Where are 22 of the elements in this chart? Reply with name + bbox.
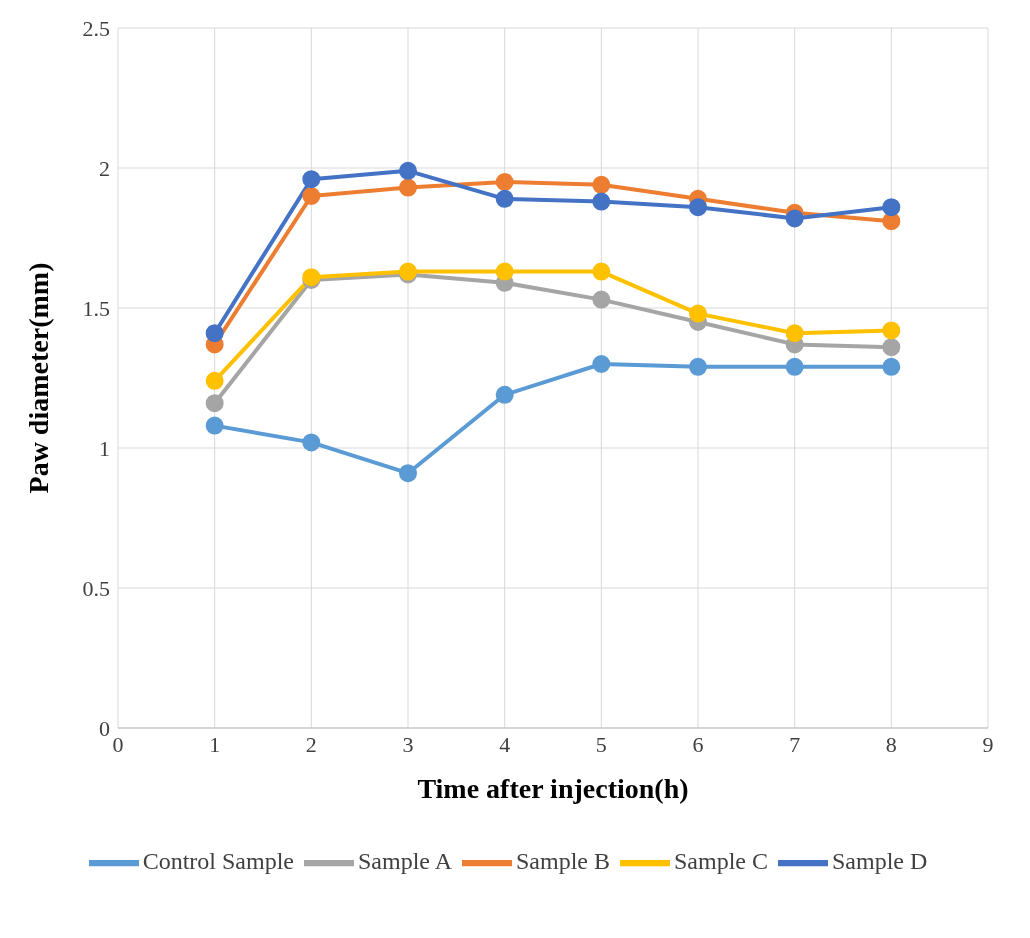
y-tick-label: 2.5 bbox=[82, 15, 110, 41]
x-tick-label: 4 bbox=[499, 731, 511, 757]
x-tick-label: 1 bbox=[209, 731, 221, 757]
x-axis-title: Time after injection(h) bbox=[417, 773, 689, 804]
y-tick-label: 0.5 bbox=[82, 575, 110, 601]
y-tick-label: 1 bbox=[99, 435, 110, 461]
x-tick-label: 6 bbox=[692, 731, 704, 757]
x-tick-label: 9 bbox=[982, 731, 994, 757]
x-tick-label: 2 bbox=[305, 731, 317, 757]
legend-label: Sample A bbox=[358, 847, 452, 874]
x-tick-label: 5 bbox=[595, 731, 607, 757]
y-tick-label: 2 bbox=[99, 155, 110, 181]
x-tick-label: 3 bbox=[402, 731, 414, 757]
y-tick-label: 1.5 bbox=[82, 295, 110, 321]
x-tick-label: 8 bbox=[885, 731, 897, 757]
y-tick-label: 0 bbox=[99, 715, 110, 741]
legend-label: Sample B bbox=[516, 847, 610, 874]
x-tick-label: 7 bbox=[789, 731, 801, 757]
legend-label: Sample C bbox=[674, 847, 768, 874]
legend-label: Control Sample bbox=[142, 847, 294, 874]
legend-label: Sample D bbox=[832, 847, 928, 874]
y-axis-title: Paw diameter(mm) bbox=[22, 262, 54, 494]
